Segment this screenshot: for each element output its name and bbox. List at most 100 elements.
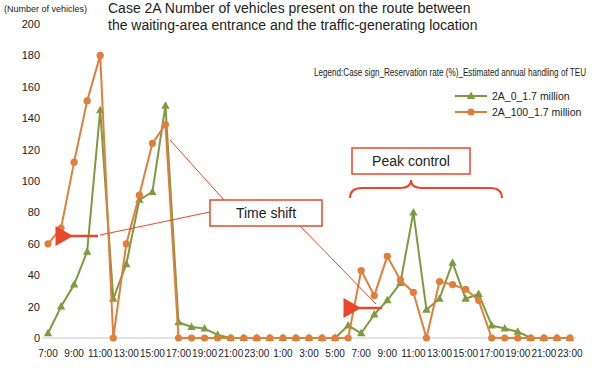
marker (70, 280, 78, 288)
marker (422, 305, 430, 313)
marker (162, 121, 169, 128)
x-tick-label: 9:00 (378, 348, 398, 359)
title: the waiting-area entrance and the traffi… (108, 17, 477, 33)
marker (253, 334, 261, 342)
marker (410, 289, 417, 296)
legend-label: 2A_100_1.7 million (492, 106, 581, 118)
marker (514, 334, 521, 341)
marker (266, 334, 273, 341)
x-tick-label: 5:00 (325, 348, 345, 359)
marker (501, 324, 509, 332)
pointer-line (300, 226, 376, 304)
series-line (48, 55, 570, 338)
marker (253, 334, 260, 341)
x-tick-label: 23:00 (244, 348, 269, 359)
marker (331, 334, 339, 342)
y-tick-label: 0 (34, 332, 40, 344)
marker (279, 334, 286, 341)
marker (200, 324, 208, 332)
marker (279, 334, 287, 342)
annotation-text: Peak control (372, 153, 450, 169)
marker (305, 334, 312, 341)
y-tick-label: 160 (22, 81, 40, 93)
marker (44, 240, 51, 247)
marker (461, 294, 469, 302)
marker (305, 334, 313, 342)
marker (227, 334, 234, 341)
legend-label: 2A_0_1.7 million (492, 90, 570, 102)
marker (358, 267, 365, 274)
y-tick-label: 200 (22, 18, 40, 30)
legend-marker (467, 108, 474, 115)
annotations: Time shift Peak control (68, 140, 502, 308)
plot-area (44, 52, 574, 342)
y-tick-label: 120 (22, 144, 40, 156)
legend-title: Legend:Case sign_Reservation rate (%)_Es… (314, 67, 586, 78)
marker (97, 52, 104, 59)
marker (409, 208, 417, 216)
pointer-line (100, 212, 210, 235)
y-tick-label: 60 (28, 238, 40, 250)
marker (488, 334, 495, 341)
x-tick-label: 17:00 (479, 348, 504, 359)
y-tick-label: 80 (28, 206, 40, 218)
x-tick-label: 11:00 (401, 348, 426, 359)
marker (540, 334, 548, 342)
x-tick-label: 19:00 (505, 348, 530, 359)
marker (371, 292, 378, 299)
y-axis-label: (Number of vehicles) (4, 4, 87, 14)
x-tick-label: 7:00 (38, 348, 58, 359)
series-line (48, 106, 570, 338)
x-tick-label: 21:00 (218, 348, 243, 359)
marker (318, 334, 326, 342)
marker (436, 278, 443, 285)
marker (175, 334, 182, 341)
y-tick-label: 140 (22, 112, 40, 124)
y-tick-label: 40 (28, 269, 40, 281)
chart: Case 2A Number of vehicles present on th… (0, 0, 592, 388)
shift-arrow (68, 235, 98, 238)
title: Case 2A Number of vehicles present on th… (108, 0, 471, 16)
y-tick-label: 100 (22, 175, 40, 187)
x-tick-label: 23:00 (557, 348, 582, 359)
marker (383, 296, 391, 304)
marker (187, 323, 195, 331)
y-tick-label: 20 (28, 301, 40, 313)
annotation-text: Time shift (236, 205, 296, 221)
marker (527, 334, 534, 341)
marker (553, 334, 561, 342)
marker (57, 302, 65, 310)
x-tick-label: 13:00 (114, 348, 139, 359)
marker (553, 334, 560, 341)
x-tick-label: 9:00 (64, 348, 84, 359)
marker (123, 240, 130, 247)
x-tick-label: 17:00 (166, 348, 191, 359)
annotation-box (352, 148, 470, 174)
marker (423, 334, 430, 341)
marker (345, 334, 352, 341)
marker (71, 159, 78, 166)
marker (227, 334, 235, 342)
marker (201, 334, 208, 341)
marker (161, 101, 169, 109)
marker (83, 247, 91, 255)
x-tick-label: 21:00 (531, 348, 556, 359)
marker (266, 334, 274, 342)
marker (474, 290, 482, 298)
shift-arrow (356, 307, 382, 310)
annotation-box (210, 200, 322, 226)
x-tick-label: 15:00 (453, 348, 478, 359)
marker (566, 334, 574, 342)
x-tick-label: 3:00 (299, 348, 319, 359)
marker (149, 140, 156, 147)
marker (240, 334, 248, 342)
marker (475, 297, 482, 304)
y-tick-label: 180 (22, 49, 40, 61)
marker (110, 334, 117, 341)
x-tick-label: 1:00 (273, 348, 293, 359)
marker (136, 192, 143, 199)
marker (540, 334, 547, 341)
x-tick-label: 19:00 (192, 348, 217, 359)
marker (332, 334, 339, 341)
marker (449, 281, 456, 288)
